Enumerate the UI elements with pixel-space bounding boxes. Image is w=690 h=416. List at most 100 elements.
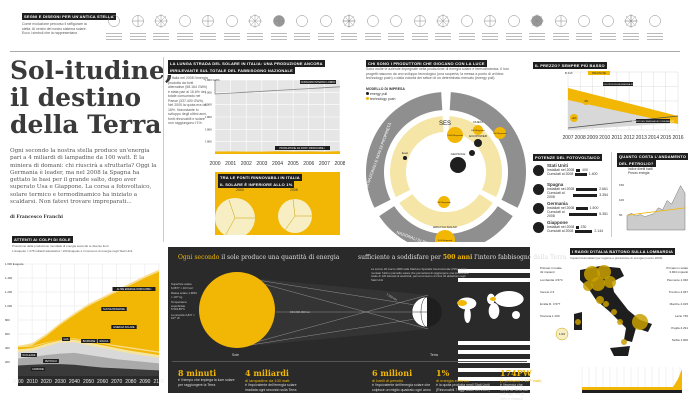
region-label: Primato in totale 3.904 impianti — [666, 266, 688, 274]
stat-desc: è la quota prodotta negli Stati Uniti (R… — [436, 383, 490, 392]
sun-symbol-icon — [621, 13, 641, 41]
company-label: GEOSOLE — [451, 152, 466, 156]
year-label: 2050 — [83, 379, 94, 385]
label: COSTO DI PRODUZIONE ENERGIA SOLARE — [597, 83, 639, 86]
company-label: ERGYCA SOLAR — [433, 225, 457, 229]
oil-area — [626, 185, 686, 231]
sun-symbol-icon — [363, 13, 383, 41]
sun-symbol-icon — [128, 13, 148, 41]
stripe — [458, 368, 530, 372]
divider — [172, 361, 527, 362]
sun-symbol-icon — [175, 13, 195, 41]
company-node — [474, 139, 482, 147]
sun-symbol-icon — [339, 13, 359, 41]
region-label: Veneto 2.6 — [540, 290, 555, 294]
tick-label: 1.000 — [5, 304, 12, 308]
stat-value: 1% — [436, 368, 450, 378]
sun-symbol-icon — [598, 13, 618, 41]
pv-title: POTENZE DEL FOTOVOLTAICO — [533, 154, 602, 161]
renewables-title2: IL SOLARE È INFERIORE ALLO 1% — [218, 181, 295, 188]
tick-label: 150.000 — [205, 127, 212, 131]
sun-symbol-icon — [292, 13, 312, 41]
tick-label: 350.000 GWh — [205, 78, 220, 82]
stripe — [458, 377, 530, 381]
tick-label: 50 — [619, 213, 623, 217]
oil-chart: 150 100 50 — [619, 183, 686, 231]
company-node — [447, 127, 463, 143]
pv-row: Installati nel 2008 1.500 — [547, 206, 599, 210]
region-bubble — [603, 301, 609, 307]
usa-highlight — [457, 300, 467, 306]
sun-symbol-icon — [386, 13, 406, 41]
sun-label: Sole — [232, 353, 240, 357]
region-bubble — [597, 265, 611, 279]
company-node — [450, 157, 466, 173]
sun-symbol-icon — [269, 13, 289, 41]
stat-unit: di barili di petrolio — [372, 378, 404, 383]
stat-unit: di energia elettrica — [436, 378, 469, 383]
year-label: 2060 — [97, 379, 108, 385]
sun-symbol-icon — [527, 13, 547, 41]
sun-symbol-icon — [433, 13, 453, 41]
region-bubble — [575, 319, 581, 325]
tick-label: 100 — [619, 198, 624, 202]
legend-push: technology push — [366, 97, 395, 101]
ring-segment — [449, 92, 526, 208]
cost-band — [568, 88, 678, 124]
country-name: Stati Uniti — [547, 163, 568, 168]
stat-value: 174PW — [500, 368, 532, 378]
producers-title: CHI SONO I PRODUTTORI CHE GIOCANO CON LA… — [366, 60, 487, 67]
year-label: 2002 — [241, 161, 252, 167]
tick-label: 600 — [5, 332, 10, 336]
node-value: 350 Megawatt — [437, 201, 451, 204]
country-row: Spagna Installati nel 2008 2.661 Cumulati… — [533, 182, 608, 199]
legend-pull: energy pull — [366, 92, 387, 96]
stat-value: 6 milioni — [372, 368, 413, 378]
band-headline-left: Ogni secondo il sole produce una quantit… — [178, 254, 340, 261]
oil-title2: DEL PETROLIO? — [617, 160, 656, 167]
stat-value: 4 miliardi — [245, 368, 289, 378]
year-label: 2001 — [225, 161, 236, 167]
label: PREVISIONE — [592, 73, 607, 75]
renewables-pies — [215, 198, 312, 235]
inner-segment — [448, 116, 502, 198]
band-headline-right: sufficiente a soddisfare per 500 anni l'… — [358, 254, 567, 261]
legend-title: MODELLO DI IMPRESA — [366, 87, 405, 91]
sun-symbol-icon — [198, 13, 218, 41]
inner-segment — [399, 194, 493, 228]
year-label: 2008 — [575, 135, 586, 141]
ray-line — [237, 276, 429, 308]
region-label: Piemonte 1.930 — [666, 278, 688, 282]
region-label: Lombardia 4.574 — [540, 278, 563, 282]
tick-label: 100.000 — [205, 140, 212, 144]
region-label: Toscana 1.190 — [540, 314, 560, 318]
region-bubble — [583, 281, 593, 291]
price-line — [567, 115, 679, 129]
region-label: Lazio 746 — [674, 314, 688, 318]
pv-row: Installati nel 2008 230 — [547, 225, 587, 229]
stat-item: 1% di energia elettrica è la quota prodott… — [436, 368, 496, 392]
growth-area — [663, 369, 682, 389]
pv-row: Cumulati al 2008 1.400 — [547, 172, 598, 176]
year-label: 2100 — [153, 379, 164, 385]
region-label: Sicilia 1.900 — [671, 338, 688, 342]
sun-symbol-icon — [316, 13, 336, 41]
divider — [163, 57, 164, 242]
header-intro: Come rivoluzione percorso il raffigurare… — [22, 22, 87, 35]
series-label: ALTRE ENERGIE RINNOVABILI — [117, 288, 152, 291]
year-label: 2007 — [562, 135, 573, 141]
oil-title: QUANTO COSTA L'ANDAMENTO — [617, 153, 689, 160]
company-node — [494, 127, 506, 139]
year-label: 2006 — [303, 161, 314, 167]
year-label: 2090 — [139, 379, 150, 385]
sun-symbol-icon — [551, 13, 571, 41]
italy-chart-title2: IRRILEVANTE SUL TOTALE DEL FABBISOGNO NA… — [168, 67, 296, 74]
region-bubble — [596, 296, 604, 304]
year-label: 2030 — [55, 379, 66, 385]
sun-symbol-icon — [504, 13, 524, 41]
divider — [611, 152, 612, 237]
series-label: GAS — [63, 338, 68, 341]
ring-segment — [366, 92, 443, 208]
stripe — [458, 269, 530, 273]
tick-label: 150 — [619, 183, 624, 187]
